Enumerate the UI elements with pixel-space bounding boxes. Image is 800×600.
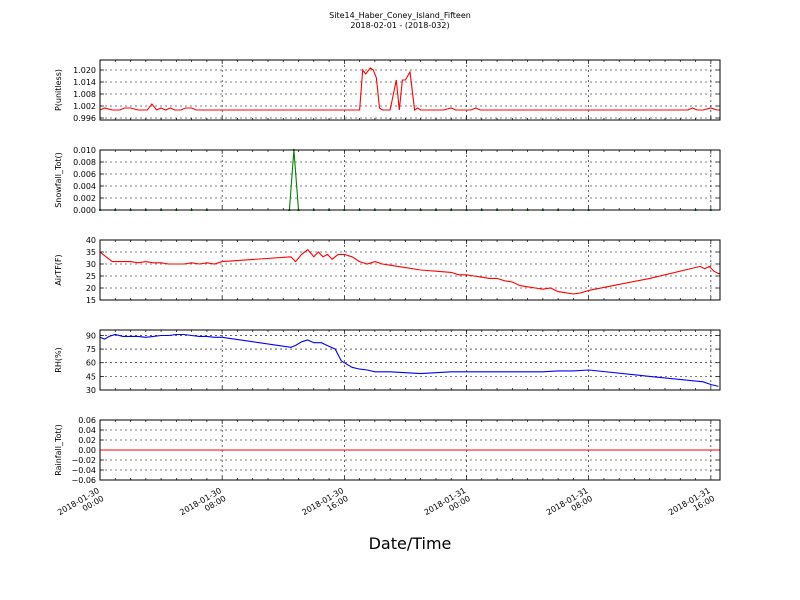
y-tick-label: 0.06 [78,416,96,425]
y-tick-label: 45 [86,372,96,381]
y-tick-label: 20 [86,284,96,293]
y-tick-label: 0.000 [73,206,96,215]
series-line [99,67,720,111]
y-tick-label: 0.010 [73,146,96,155]
chart-title: Site14_Haber_Coney_Island_Fifteen [329,11,471,20]
y-tick-label: 1.002 [73,102,96,111]
y-tick-label: 0.008 [73,158,96,167]
y-tick-label: 0.004 [73,182,96,191]
y-axis-label: P(unitless) [54,69,63,111]
y-tick-label: 1.008 [73,90,96,99]
x-axis-label: Date/Time [368,534,452,553]
y-axis-label: AirTF(F) [54,254,63,285]
y-tick-label: 0.002 [73,194,96,203]
y-tick-label: 1.014 [73,78,96,87]
y-tick-label: 40 [86,236,96,245]
y-tick-label: 1.020 [73,66,96,75]
plot-frame [99,149,721,211]
y-axis-label: RH(%) [54,347,63,372]
plot-frame [99,239,721,301]
chart-subtitle: 2018-02-01 - (2018-032) [350,21,450,30]
y-tick-label: 30 [86,386,96,395]
y-tick-label: 0.04 [78,426,96,435]
plot-frame [99,419,721,481]
y-tick-label: 0.006 [73,170,96,179]
series-line [100,149,720,211]
y-tick-label: −0.06 [71,476,96,485]
y-tick-label: 35 [86,248,96,257]
plot-frame [99,329,721,391]
y-tick-label: 60 [86,359,96,368]
y-tick-label: −0.04 [71,466,96,475]
y-tick-label: 15 [86,296,96,305]
y-axis-label: Rainfall_Tot() [54,424,63,476]
y-axis-label: Snowfall_Tot() [54,152,63,208]
series-line [99,333,719,387]
y-tick-label: 75 [86,345,96,354]
y-tick-label: 0.996 [73,114,96,123]
y-tick-label: 30 [86,260,96,269]
y-tick-label: 90 [86,331,96,340]
y-tick-label: 0.00 [78,446,96,455]
plot-frame [99,59,721,121]
y-tick-label: −0.02 [71,456,96,465]
series-line [99,248,720,295]
y-tick-label: 0.02 [78,436,96,445]
y-tick-label: 25 [86,272,96,281]
